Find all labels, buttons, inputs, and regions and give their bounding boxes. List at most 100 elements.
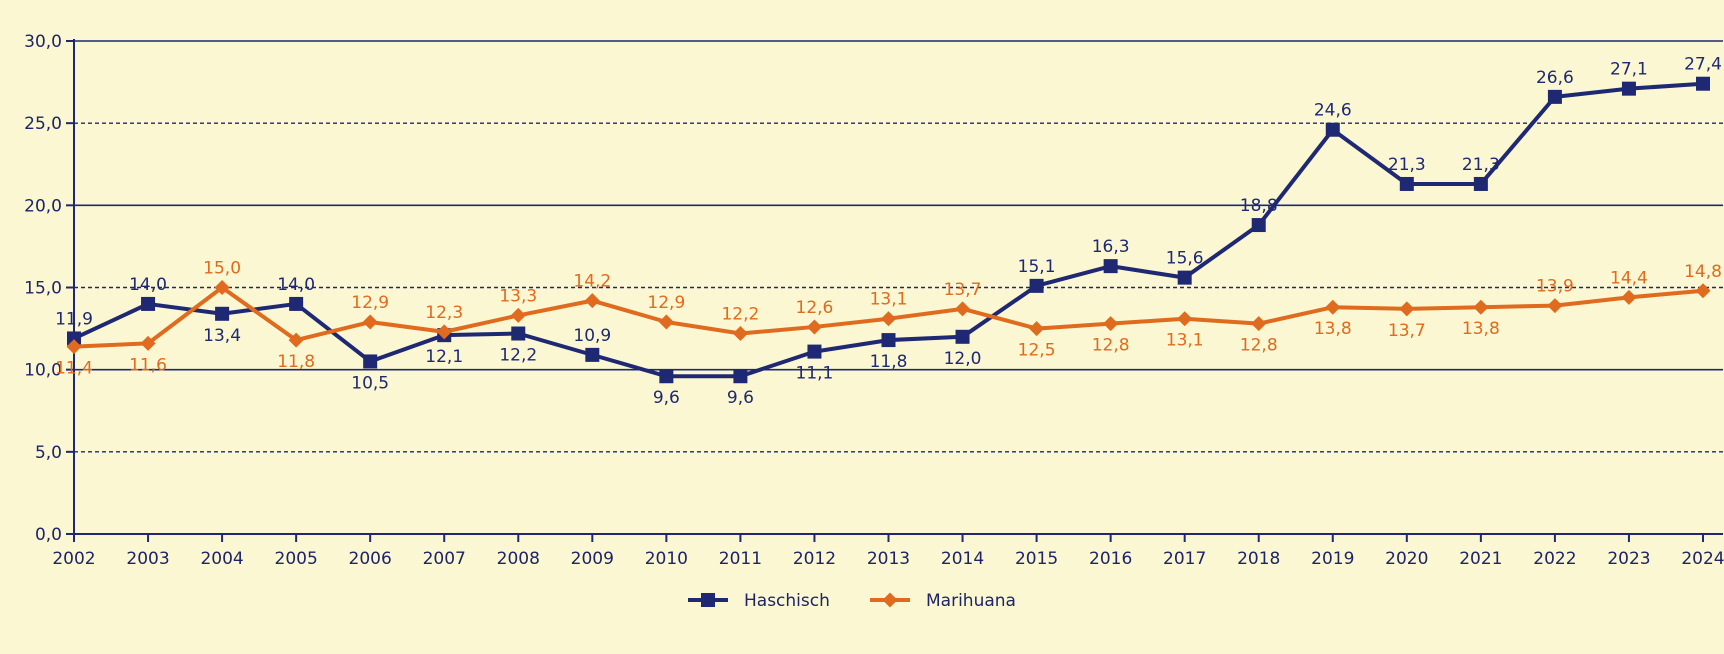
x-tick-label: 2022 [1533,549,1576,569]
data-point-marker [288,332,304,348]
data-point-marker [881,311,896,327]
y-tick-label: 20,0 [24,196,62,216]
data-label: 10,5 [351,373,389,393]
data-point-marker [584,293,600,309]
legend: Haschisch Marihuana [688,591,1016,611]
data-point-marker [1696,76,1710,91]
data-point-marker [1177,311,1193,327]
legend-item: Haschisch [688,591,830,611]
series-lines [66,76,1711,384]
data-label: 11,8 [277,352,315,372]
y-tick-label: 30,0 [24,32,62,52]
data-label: 27,4 [1684,55,1722,75]
x-tick-label: 2006 [349,549,392,569]
axes: 0,0 5,0 10,0 15,0 20,0 25,0 30,0 2002 2003 2004 20… [24,32,1724,569]
data-point-marker [1325,299,1341,315]
data-label: 13,3 [499,286,537,306]
data-label: 12,2 [721,305,759,325]
data-point-marker [1547,298,1563,314]
data-point-marker [1547,89,1562,104]
data-point-marker [732,326,748,342]
x-tick-label: 2018 [1237,549,1280,569]
data-point-marker [1473,176,1488,191]
data-label: 16,3 [1092,237,1130,257]
x-tick-label: 2019 [1311,549,1354,569]
y-tick-label: 15,0 [24,279,62,299]
data-label: 12,2 [499,346,537,366]
series-line [73,81,1704,379]
data-label: 14,0 [277,275,315,295]
data-label: 13,8 [1462,319,1500,339]
data-label: 13,7 [1388,321,1426,341]
data-point-marker [289,296,304,311]
data-labels: 11,9 14,0 13,4 14,0 10,5 12,1 12,2 10,9 9,6 9,6 11… [55,55,1722,409]
data-label: 14,8 [1684,262,1722,282]
data-label: 11,6 [129,355,167,375]
data-label: 21,3 [1388,155,1426,175]
x-tick-label: 2010 [645,549,688,569]
data-point-marker [659,369,674,384]
x-tick-label: 2008 [497,549,540,569]
data-point-marker [436,324,452,340]
data-point-marker [362,314,378,330]
y-tick-label: 25,0 [24,114,62,134]
x-tick-label: 2016 [1089,549,1132,569]
legend-marker [882,592,898,608]
data-point-marker [585,347,600,362]
data-label: 15,0 [203,259,241,279]
data-label: 14,4 [1610,268,1648,288]
data-point-marker [1621,289,1637,305]
data-label: 15,1 [1018,257,1056,277]
data-point-marker [140,335,156,351]
data-label: 9,6 [653,388,680,408]
data-point-marker [1473,299,1489,315]
data-point-marker [807,344,822,359]
data-point-marker [215,306,230,321]
x-tick-label: 2009 [571,549,614,569]
data-point-marker [1103,259,1118,274]
data-label: 24,6 [1314,101,1352,121]
gridlines [74,40,1723,453]
data-point-marker [1029,278,1044,293]
data-label: 12,3 [425,303,463,323]
x-tick-label: 2014 [941,549,984,569]
x-tick-label: 2013 [867,549,910,569]
data-point-marker [66,339,82,355]
data-point-marker [955,329,970,344]
data-point-marker [1325,122,1340,137]
data-point-marker [511,326,526,341]
data-point-marker [1251,316,1267,332]
data-point-marker [658,314,674,330]
data-label: 21,3 [1462,155,1500,175]
data-label: 13,7 [944,280,982,300]
data-point-marker [733,369,748,384]
data-point-marker [1177,270,1192,285]
data-label: 11,4 [55,359,93,379]
data-label: 14,2 [573,272,611,292]
x-tick-label: 2002 [52,549,95,569]
data-point-marker [214,280,230,295]
data-label: 26,6 [1536,68,1574,88]
data-point-marker [1251,218,1266,233]
data-label: 12,9 [647,293,685,313]
data-label: 11,1 [796,364,834,384]
data-label: 15,6 [1166,249,1204,269]
data-label: 12,8 [1240,336,1278,356]
data-label: 11,9 [55,309,93,329]
data-label: 12,5 [1018,341,1056,361]
data-point-marker [510,307,526,323]
data-label: 13,9 [1536,277,1574,297]
data-label: 27,1 [1610,60,1648,80]
data-label: 12,0 [944,349,982,369]
legend-label: Haschisch [744,591,830,611]
legend-label: Marihuana [926,591,1016,611]
data-label: 18,8 [1240,196,1278,216]
data-label: 13,4 [203,326,241,346]
x-tick-label: 2011 [719,549,762,569]
x-tick-label: 2017 [1163,549,1206,569]
x-tick-label: 2015 [1015,549,1058,569]
y-tick-label: 5,0 [35,443,62,463]
data-label: 9,6 [727,388,754,408]
